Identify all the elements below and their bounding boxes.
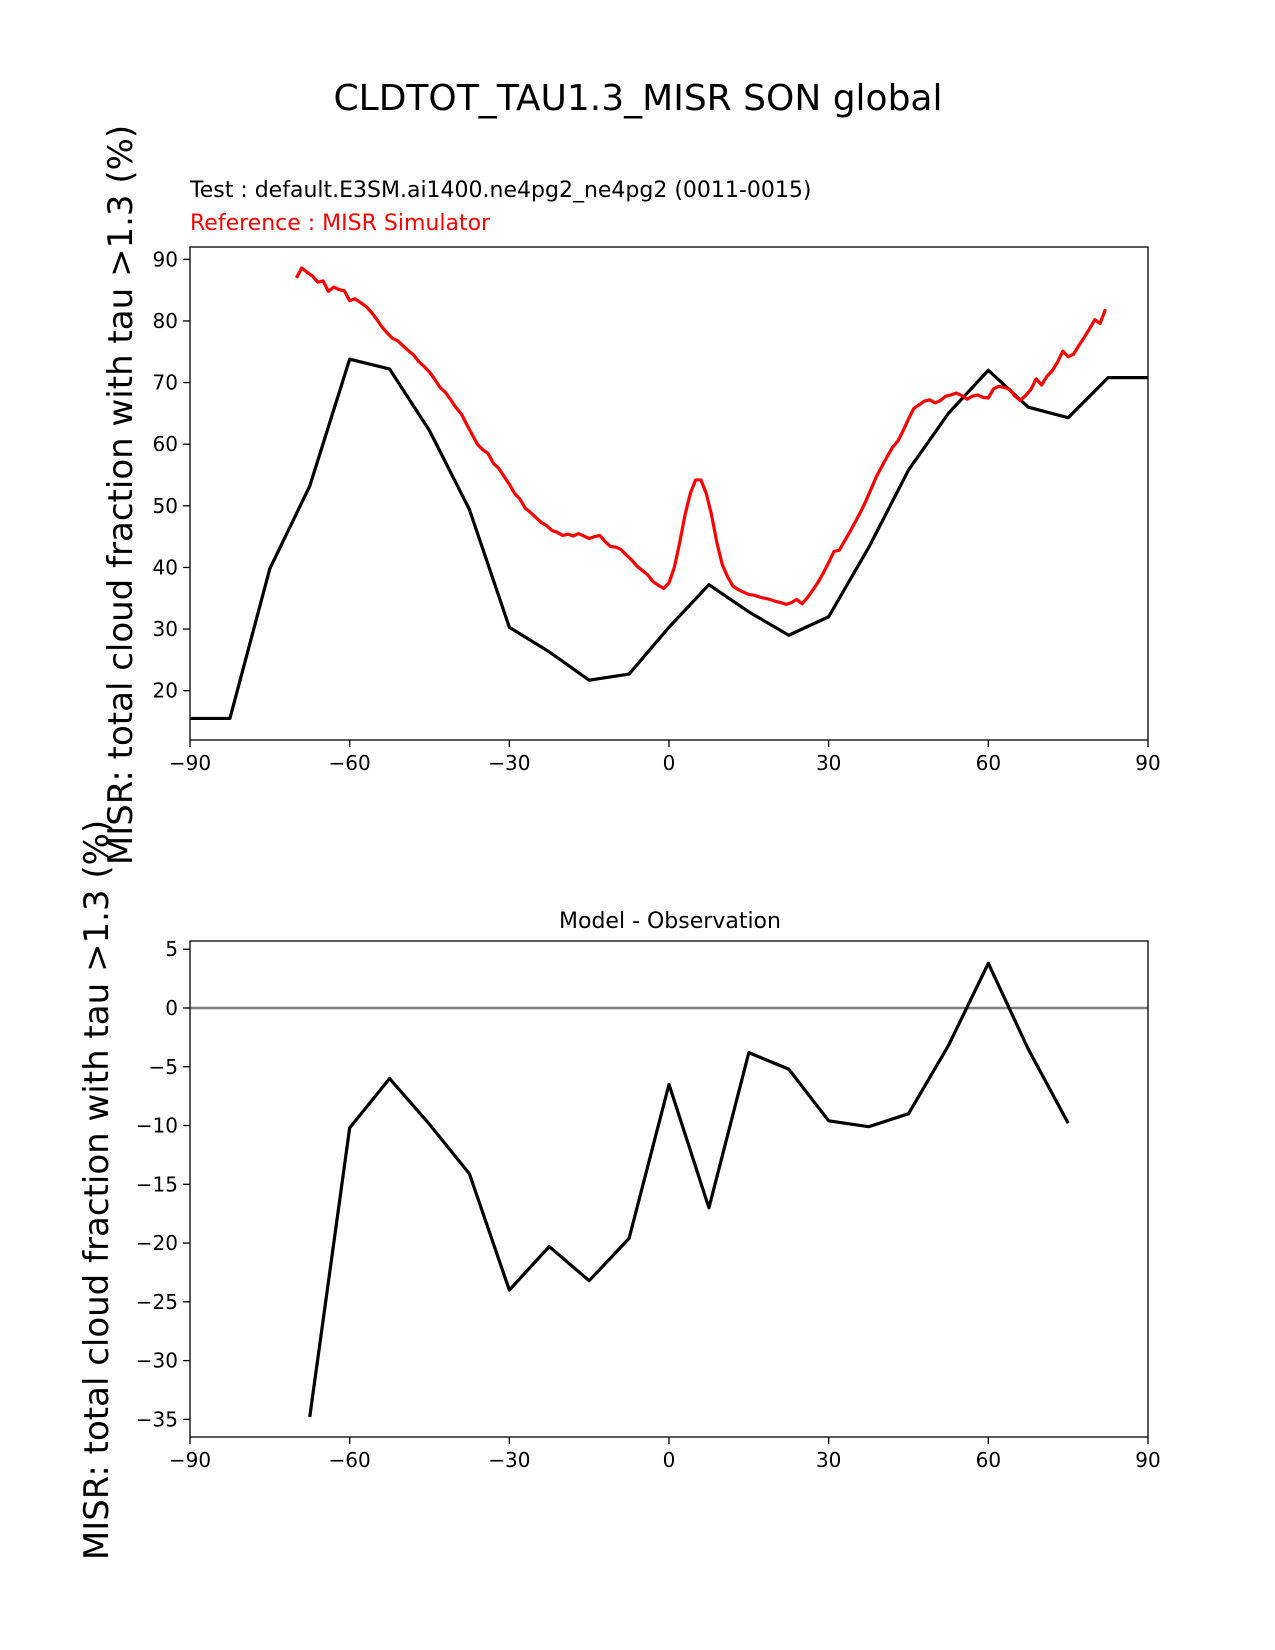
top-x-tick-label: −90: [169, 751, 211, 775]
top-plot-frame: [189, 246, 1149, 741]
top-x-tick-label: −30: [488, 751, 530, 775]
bottom-y-tick-label: −20: [136, 1231, 178, 1255]
bottom-series-diff: [308, 961, 1070, 1418]
bottom-y-tick-label: 0: [165, 996, 178, 1020]
bottom-x-tick-label: 60: [976, 1448, 1001, 1472]
top-x-tick-label: 30: [816, 751, 841, 775]
reference-label: Reference : MISR Simulator: [190, 211, 491, 236]
panel-zonal-mean: −90 −60 −30 0 30 60 90 20 30 40 50 60 70 80 90: [153, 246, 1161, 775]
top-y-tick-label: 50: [153, 494, 178, 518]
test-label: Test : default.E3SM.ai1400.ne4pg2_ne4pg2…: [189, 178, 811, 203]
top-x-tick-label: −60: [329, 751, 371, 775]
top-x-tick-label: 90: [1135, 751, 1160, 775]
bottom-x-tick-label: −90: [169, 1448, 211, 1472]
bottom-y-tick-label: −25: [136, 1290, 178, 1314]
top-x-tick-label: 0: [663, 751, 676, 775]
top-y-tick-label: 80: [153, 309, 178, 333]
top-y-tick-label: 70: [153, 371, 178, 395]
bottom-x-tick-label: −30: [488, 1448, 530, 1472]
top-y-tick-label: 60: [153, 432, 178, 456]
bottom-y-tick-label: −10: [136, 1114, 178, 1138]
top-series-reference: [295, 266, 1107, 607]
bottom-y-tick-label: −5: [149, 1055, 178, 1079]
top-y-tick-label: 30: [153, 617, 178, 641]
top-x-tick-label: 60: [976, 751, 1001, 775]
panel-difference: −90 −60 −30 0 30 60 90 5 0 −5 −10 −15 −20 −25 −30 −35: [136, 937, 1161, 1472]
figure-title: CLDTOT_TAU1.3_MISR SON global: [334, 78, 943, 119]
bottom-ylabel: MISR: total cloud fraction with tau >1.3…: [77, 820, 117, 1560]
bottom-x-tick-label: 90: [1135, 1448, 1160, 1472]
bottom-y-tick-label: −15: [136, 1172, 178, 1196]
bottom-x-tick-label: 30: [816, 1448, 841, 1472]
top-y-tick-label: 20: [153, 679, 178, 703]
bottom-x-tick-label: −60: [329, 1448, 371, 1472]
bottom-plot-frame: [189, 940, 1149, 1438]
bottom-x-tick-label: 0: [663, 1448, 676, 1472]
bottom-y-tick-label: −35: [136, 1407, 178, 1431]
top-y-tick-label: 90: [153, 247, 178, 271]
top-y-tick-label: 40: [153, 555, 178, 579]
top-series-test: [190, 357, 1148, 721]
bottom-panel-title: Model - Observation: [559, 909, 781, 934]
bottom-y-tick-label: −30: [136, 1349, 178, 1373]
bottom-y-tick-label: 5: [165, 937, 178, 961]
top-ylabel: MISR: total cloud fraction with tau >1.3…: [101, 125, 141, 865]
